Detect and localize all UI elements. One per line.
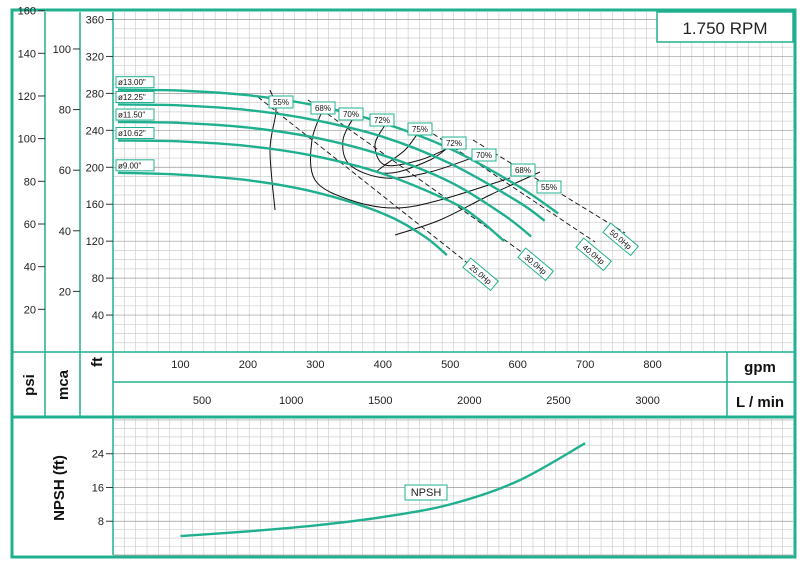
chart-marks: 25.0Hp 30.0Hp 40.0Hp50.0Hpø13.00"ø12.25"ø1… (115, 76, 639, 538)
ft-tick-label: 160 (86, 199, 104, 211)
gpm-tick-label: 600 (509, 359, 527, 371)
ft-tick-label: 120 (86, 236, 104, 248)
efficiency-label-box (536, 180, 562, 194)
gpm-tick-label: 500 (441, 359, 459, 371)
psi-tick-label: 80 (24, 176, 36, 188)
impeller-label-box (115, 90, 155, 103)
psi-tick-label: 60 (24, 219, 36, 231)
npsh-tick-label: 16 (92, 482, 104, 494)
npsh-curve (180, 442, 586, 538)
ft-unit-label: ft (89, 357, 106, 367)
efficiency-label: 75% (412, 125, 428, 134)
psi-tick-label: 20 (24, 304, 36, 316)
outer-frame (10, 8, 797, 559)
mca-tick-label: 20 (59, 286, 71, 298)
ft-tick-label: 320 (86, 51, 104, 63)
ft-tick-label: 240 (86, 125, 104, 137)
mca-tick-label: 100 (53, 44, 71, 56)
lmin-tick-label: 500 (193, 395, 211, 407)
power-label-box (602, 222, 639, 257)
efficiency-label: 68% (315, 104, 331, 113)
psi-unit-label: psi (21, 374, 38, 396)
ft-tick-label: 280 (86, 88, 104, 100)
efficiency-label: 55% (541, 183, 557, 192)
gpm-tick-label: 400 (374, 359, 392, 371)
impeller-curve (117, 139, 505, 243)
power-label-box (462, 257, 499, 292)
power-line (257, 96, 471, 266)
tick-labels: 40 80 120 160 200 240 280 320 360 20 40 60 80 100 120 1… (18, 6, 662, 529)
impeller-label: ø12.25" (118, 93, 146, 102)
ft-tick-label: 200 (86, 162, 104, 174)
impeller-label: ø9.00" (118, 161, 141, 170)
impeller-label-box (115, 108, 155, 121)
psi-tick-label: 140 (18, 48, 36, 60)
impeller-curve (117, 120, 532, 238)
efficiency-label: 68% (515, 166, 531, 175)
gpm-tick-label: 800 (643, 359, 661, 371)
efficiency-label-box (441, 136, 467, 150)
impeller-label: ø11.50" (118, 111, 145, 120)
npsh-tick-label: 8 (98, 516, 104, 528)
lmin-tick-label: 3000 (635, 395, 659, 407)
impeller-label: ø10.62" (118, 129, 146, 138)
lmin-tick-label: 2500 (546, 395, 570, 407)
chart-title: 1.750 RPM (682, 19, 767, 38)
npsh-unit-label: NPSH (ft) (51, 455, 68, 521)
npsh-label: NPSH (411, 487, 442, 499)
impeller-label: ø13.00" (118, 78, 146, 87)
impeller-label-box (115, 126, 155, 139)
gpm-unit-label: gpm (744, 359, 776, 376)
efficiency-label-box (338, 107, 364, 121)
ft-tick-label: 80 (92, 273, 104, 285)
efficiency-label: 55% (273, 98, 289, 107)
grid-bottom (112, 419, 793, 556)
gpm-tick-label: 200 (239, 359, 257, 371)
lmin-tick-label: 1000 (279, 395, 303, 407)
gpm-tick-label: 700 (576, 359, 594, 371)
npsh-label-box (404, 484, 448, 501)
gpm-tick-label: 300 (306, 359, 324, 371)
psi-tick-label: 40 (24, 262, 36, 274)
impeller-label-box (115, 159, 155, 172)
ft-tick-label: 360 (86, 15, 104, 27)
efficiency-label-box (310, 101, 336, 115)
power-label-box (575, 237, 612, 272)
efficiency-label: 72% (446, 139, 462, 148)
efficiency-label: 70% (476, 151, 492, 160)
efficiency-curve (342, 114, 481, 179)
efficiency-label-box (471, 148, 497, 162)
efficiency-curve (310, 104, 511, 209)
mca-tick-label: 80 (59, 105, 71, 117)
lmin-tick-label: 1500 (368, 395, 392, 407)
power-label-box (517, 247, 554, 282)
grid-top (112, 12, 793, 353)
efficiency-label-box (407, 122, 433, 136)
ft-tick-label: 40 (92, 310, 104, 322)
lmin-tick-label: 2000 (457, 395, 481, 407)
impeller-curve (117, 103, 546, 222)
mca-tick-label: 60 (59, 165, 71, 177)
efficiency-label: 70% (343, 110, 359, 119)
impeller-label-box (115, 76, 155, 89)
psi-tick-label: 120 (18, 91, 36, 103)
psi-tick-label: 100 (18, 134, 36, 146)
mca-unit-label: mca (55, 369, 72, 400)
impeller-curve (117, 171, 448, 256)
efficiency-label: 72% (374, 116, 390, 125)
mca-tick-label: 40 (59, 226, 71, 238)
psi-tick-label: 160 (18, 6, 36, 18)
efficiency-label-box (268, 95, 294, 109)
lmin-unit-label: L / min (736, 394, 784, 411)
efficiency-label-box (369, 113, 395, 127)
gpm-tick-label: 100 (171, 359, 189, 371)
npsh-tick-label: 24 (92, 449, 104, 461)
efficiency-label-box (510, 163, 536, 177)
